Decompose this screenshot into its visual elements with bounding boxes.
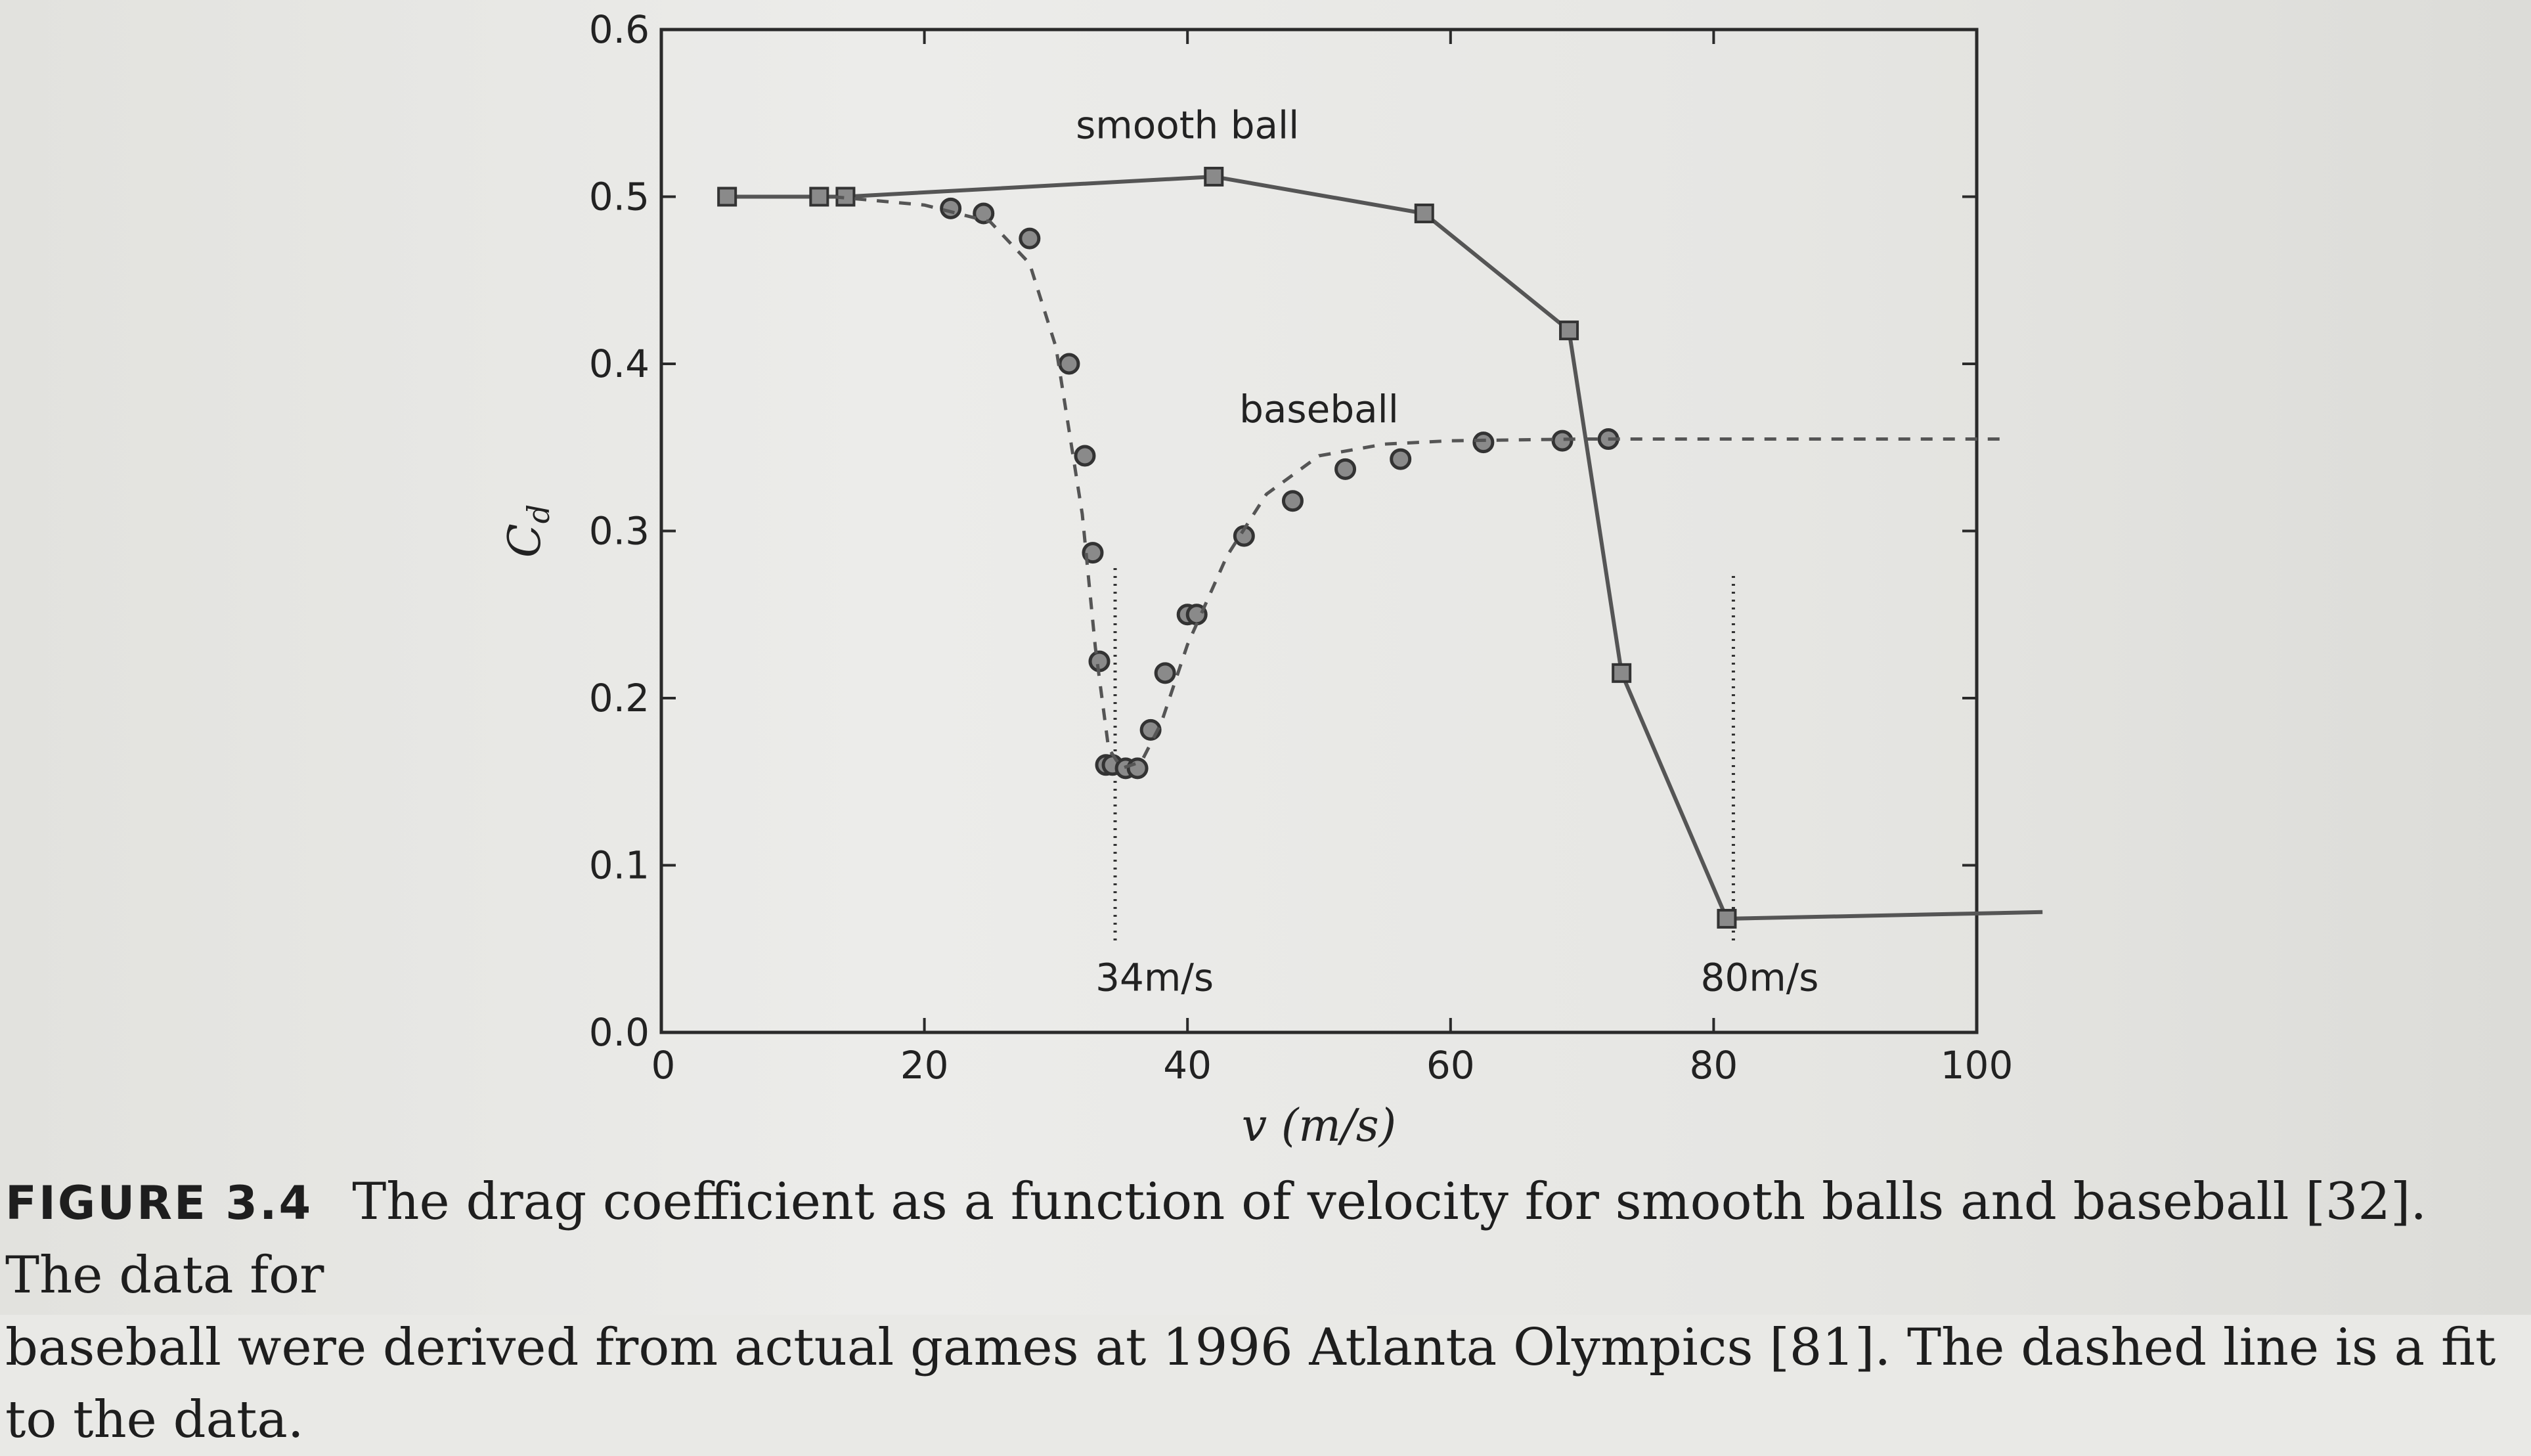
figure-label: FIGURE 3.4 [5,1176,313,1230]
plot-frame [659,28,1979,1034]
caption-line-2: baseball were derived from actual games … [5,1318,2496,1449]
fit-line [832,195,2004,770]
smooth-ball-marker-6 [1612,663,1632,683]
y-tick-label-1: 0.1 [589,843,649,888]
baseball-point-2 [1019,227,1041,250]
plot-frame-layer [659,28,1979,1034]
smooth-ball-marker-0 [717,187,737,207]
figure-caption: FIGURE 3.4 The drag coefficient as a func… [5,1166,2520,1456]
labels-layer: v (m/s) Cd smooth ball baseball 34m/s 80m/s [499,102,1819,1152]
x-tick-label-40: 40 [1163,1043,1212,1088]
axis-ticks-layer: 0 20 40 60 80 100 0.0 0.1 0.2 0.3 0.4 0.5 0.6 [589,7,2014,1088]
smooth-ball-marker-7 [1717,908,1737,929]
smooth-ball-marker-4 [1414,203,1434,223]
caption-text-1: The drag coefficient as a function of ve… [5,1172,2427,1305]
y-tick-label-3: 0.3 [589,509,649,554]
annotation-34m-s: 34m/s [1095,955,1214,1000]
reference-lines-layer [1113,564,1735,941]
annotation-80m-s: 80m/s [1700,955,1818,1000]
x-tick-label-60: 60 [1426,1043,1475,1088]
baseball-point-10 [1126,757,1149,780]
page-background [0,0,2531,1315]
series-layer [717,166,2043,929]
smooth-ball-marker-5 [1559,320,1579,341]
baseball-point-19 [1472,431,1495,454]
x-axis-title: v (m/s) [1242,1100,1396,1152]
baseball-point-4 [1074,445,1096,467]
y-tick-label-2: 0.2 [589,676,649,720]
x-tick-label-80: 80 [1689,1043,1738,1088]
baseball-point-3 [1058,353,1080,375]
baseball-point-17 [1334,458,1357,480]
annotation-smooth-ball: smooth ball [1076,102,1299,147]
baseball-point-16 [1281,490,1304,512]
smooth-ball-line [727,174,2043,921]
baseball-point-0 [940,197,962,219]
y-axis-title-subscript: d [521,504,556,523]
baseball-point-18 [1390,448,1412,470]
y-tick-label-6: 0.6 [589,7,649,52]
x-tick-label-20: 20 [900,1043,949,1088]
baseball-point-1 [973,202,995,225]
x-tick-label-100: 100 [1941,1043,2014,1088]
y-axis-title-main: C [499,523,551,558]
x-tick-label-0: 0 [651,1043,676,1088]
annotation-baseball: baseball [1239,387,1399,431]
y-tick-label-5: 0.5 [589,175,649,219]
baseball-point-5 [1082,542,1104,564]
smooth-ball-marker-3 [1204,166,1224,187]
caption-line-1: FIGURE 3.4 The drag coefficient as a func… [5,1166,2520,1312]
drag-coefficient-chart: 0 20 40 60 80 100 0.0 0.1 0.2 0.3 0.4 0.5 0.6 v (m/s… [499,7,2043,1152]
y-tick-label-4: 0.4 [589,342,649,386]
y-tick-label-0: 0.0 [589,1010,649,1055]
smooth-ball-marker-1 [809,187,829,207]
baseball-point-12 [1154,662,1176,684]
y-axis-title: Cd [499,504,556,558]
